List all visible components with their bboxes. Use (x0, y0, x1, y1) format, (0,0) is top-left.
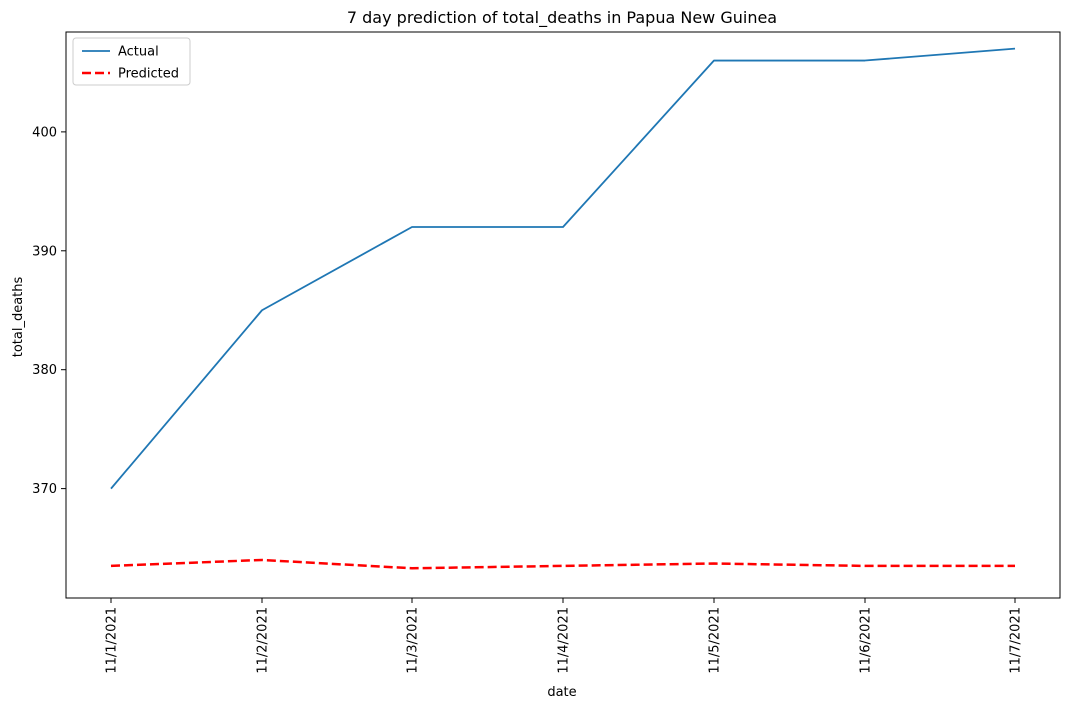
x-tick-label: 11/4/2021 (557, 607, 572, 674)
chart-title: 7 day prediction of total_deaths in Papu… (347, 8, 777, 28)
legend-label-predicted: Predicted (118, 67, 179, 82)
legend-label-actual: Actual (118, 45, 159, 60)
x-tick-label: 11/3/2021 (406, 607, 421, 674)
x-tick-label: 11/5/2021 (708, 607, 723, 674)
y-tick-label: 390 (32, 244, 57, 259)
x-tick-label: 11/6/2021 (859, 607, 874, 674)
y-tick-label: 400 (32, 125, 57, 140)
legend: Actual Predicted (73, 38, 190, 85)
x-tick-label: 11/7/2021 (1009, 607, 1024, 674)
y-tick-label: 380 (32, 363, 57, 378)
x-axis-label: date (547, 685, 576, 700)
x-tick-label: 11/1/2021 (105, 607, 120, 674)
x-tick-label: 11/2/2021 (256, 607, 271, 674)
y-tick-label: 370 (32, 482, 57, 497)
y-axis-label: total_deaths (11, 277, 26, 358)
